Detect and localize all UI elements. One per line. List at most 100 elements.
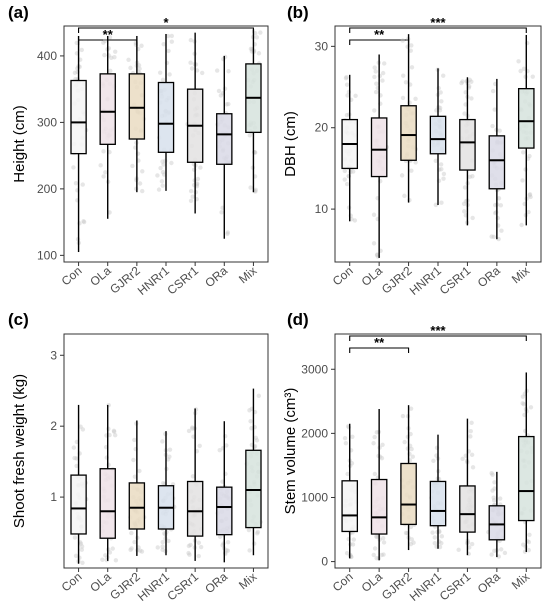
box-Con [341, 423, 359, 560]
data-point [102, 38, 108, 44]
data-point [225, 548, 231, 553]
data-point [132, 539, 137, 545]
data-point [225, 231, 230, 236]
box-GJRr2 [128, 420, 147, 556]
data-point [80, 560, 85, 566]
data-point [380, 78, 385, 83]
data-point [375, 252, 380, 257]
y-axis-title: Shoot fresh weight (kg) [11, 374, 28, 528]
y-tick-label: 20 [315, 121, 329, 135]
y-axis-title: Stem volume (cm³) [282, 388, 299, 515]
data-point [72, 70, 78, 76]
data-point [521, 402, 527, 407]
data-point [216, 88, 222, 94]
iqr-box [128, 73, 146, 140]
data-point [439, 540, 444, 546]
data-point [159, 179, 165, 184]
data-point [128, 65, 133, 71]
data-point [521, 542, 526, 547]
data-point [519, 222, 524, 228]
data-point [489, 552, 494, 557]
iqr-box [216, 486, 233, 536]
data-point [255, 529, 261, 535]
data-point [520, 178, 525, 183]
data-point [467, 77, 472, 83]
y-tick-label: 0 [321, 555, 328, 569]
data-point [439, 200, 444, 205]
iqr-box [429, 480, 447, 527]
data-point [371, 212, 377, 217]
data-point [111, 428, 117, 434]
box-OLa [370, 54, 389, 259]
data-point [160, 544, 165, 549]
data-point [492, 107, 497, 112]
box-CSRr1 [186, 407, 204, 561]
data-point [129, 546, 134, 551]
iqr-box [128, 482, 146, 530]
x-tick-label: Mix [509, 570, 532, 593]
data-point [128, 547, 133, 552]
data-point [403, 530, 409, 536]
data-point [80, 427, 86, 432]
iqr-box [429, 115, 447, 155]
data-point [490, 88, 496, 94]
data-point [224, 548, 229, 553]
data-point [140, 169, 145, 174]
data-point [98, 163, 103, 168]
data-point [408, 431, 413, 437]
data-point [107, 35, 113, 40]
data-point [155, 545, 160, 550]
data-point [344, 75, 349, 80]
iqr-box [99, 73, 116, 145]
box-Con [341, 74, 359, 223]
data-point [342, 177, 347, 182]
data-point [461, 201, 467, 206]
data-point [469, 79, 474, 84]
data-point [113, 49, 118, 54]
y-tick-label: 300 [37, 115, 57, 129]
iqr-box [488, 135, 506, 190]
data-point [342, 435, 348, 441]
iqr-box [216, 113, 233, 165]
data-point [101, 149, 106, 154]
data-point [462, 185, 468, 190]
data-point [73, 181, 79, 186]
significance-label: ** [374, 27, 385, 42]
panel-label: (a) [8, 3, 29, 22]
y-tick-label: 3000 [301, 362, 328, 376]
data-point [169, 33, 175, 39]
data-point [343, 441, 349, 446]
data-point [112, 55, 117, 60]
data-point [492, 480, 497, 485]
data-point [382, 61, 387, 66]
data-point [491, 495, 496, 500]
data-point [344, 550, 350, 556]
data-point [78, 424, 83, 429]
iqr-box [99, 468, 116, 539]
data-point [408, 406, 414, 411]
box-OLa [370, 409, 388, 561]
significance-label: *** [430, 323, 446, 338]
data-point [349, 216, 354, 222]
data-point [371, 441, 376, 446]
box-GJRr2 [126, 35, 146, 194]
data-point [79, 547, 85, 552]
data-point [79, 47, 84, 53]
x-tick-label: ORa [202, 263, 230, 290]
data-point [489, 471, 494, 476]
data-point [226, 69, 231, 74]
data-point [160, 169, 166, 175]
data-point [109, 55, 114, 61]
data-point [522, 412, 527, 418]
data-point [467, 174, 472, 180]
data-point [111, 429, 117, 434]
iqr-box [517, 88, 535, 149]
x-tick-label: CSRr1 [437, 569, 474, 602]
data-point [132, 437, 137, 443]
data-point [379, 456, 385, 461]
data-point [137, 468, 142, 474]
data-point [439, 167, 444, 172]
data-point [468, 434, 473, 439]
data-point [530, 74, 535, 79]
